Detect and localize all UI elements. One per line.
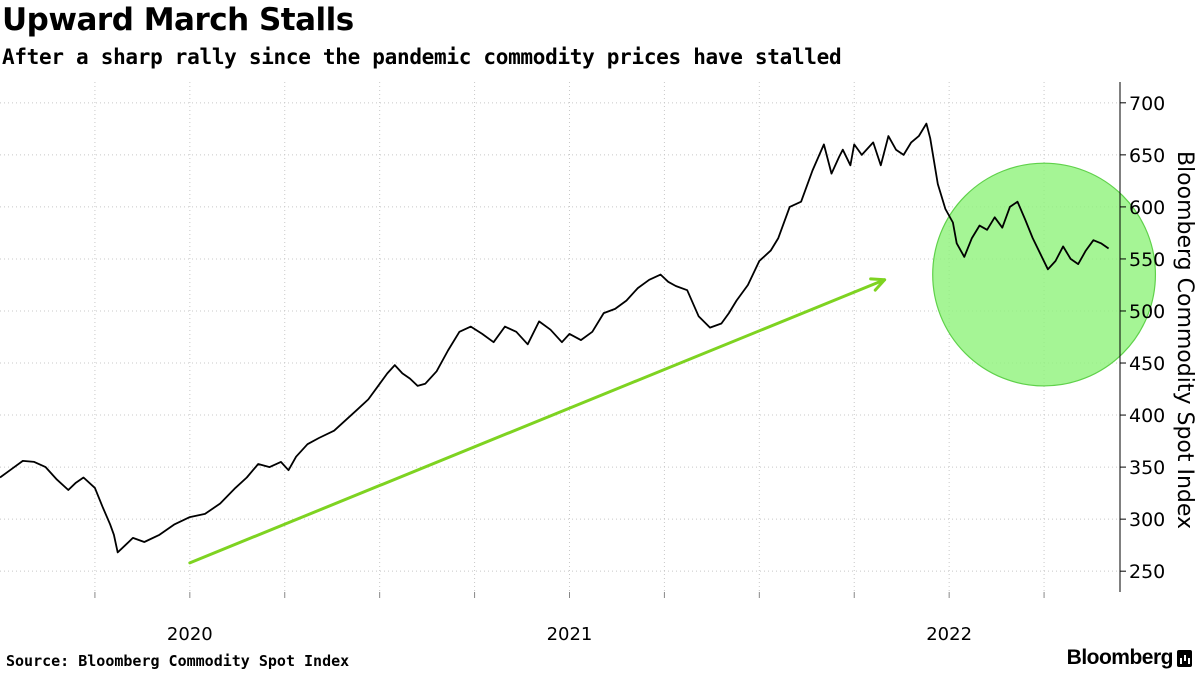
trend-arrow-shaft	[188, 278, 887, 565]
x-tick-label: 2022	[926, 624, 972, 645]
y-tick-label: 550	[1129, 249, 1165, 271]
page-title: Upward March Stalls	[2, 2, 354, 38]
y-tick-label: 600	[1129, 197, 1165, 219]
y-tick-label: 250	[1129, 561, 1165, 583]
highlight-circle	[932, 162, 1157, 387]
x-tick-label: 2020	[167, 624, 213, 645]
y-tick-label: 700	[1129, 93, 1165, 115]
y-axis: 250 300 350 400 450 500 550 600 650 700	[1119, 82, 1165, 592]
y-tick-label: 450	[1129, 353, 1165, 375]
series-layer	[0, 122, 1110, 554]
bar-chart-icon	[1177, 649, 1192, 667]
y-tick-label: 400	[1129, 405, 1165, 427]
trend-arrow-head	[869, 277, 887, 292]
y-tick-label: 350	[1129, 457, 1165, 479]
x-tick-label: 2021	[547, 624, 593, 645]
y-tick-label: 650	[1129, 145, 1165, 167]
annotations	[188, 162, 1157, 565]
x-axis: 2020 2021 2022	[94, 592, 1045, 645]
source-note: Source: Bloomberg Commodity Spot Index	[6, 652, 350, 670]
brand-logo: Bloomberg	[1067, 646, 1192, 670]
series-line	[0, 122, 1110, 554]
y-tick-label: 300	[1129, 509, 1165, 531]
y-tick-label: 500	[1129, 301, 1165, 323]
page-subtitle: After a sharp rally since the pandemic c…	[2, 45, 842, 69]
brand-logo-text: Bloomberg	[1066, 646, 1174, 669]
y-axis-label: Bloomberg Commodity Spot Index	[1172, 151, 1197, 529]
